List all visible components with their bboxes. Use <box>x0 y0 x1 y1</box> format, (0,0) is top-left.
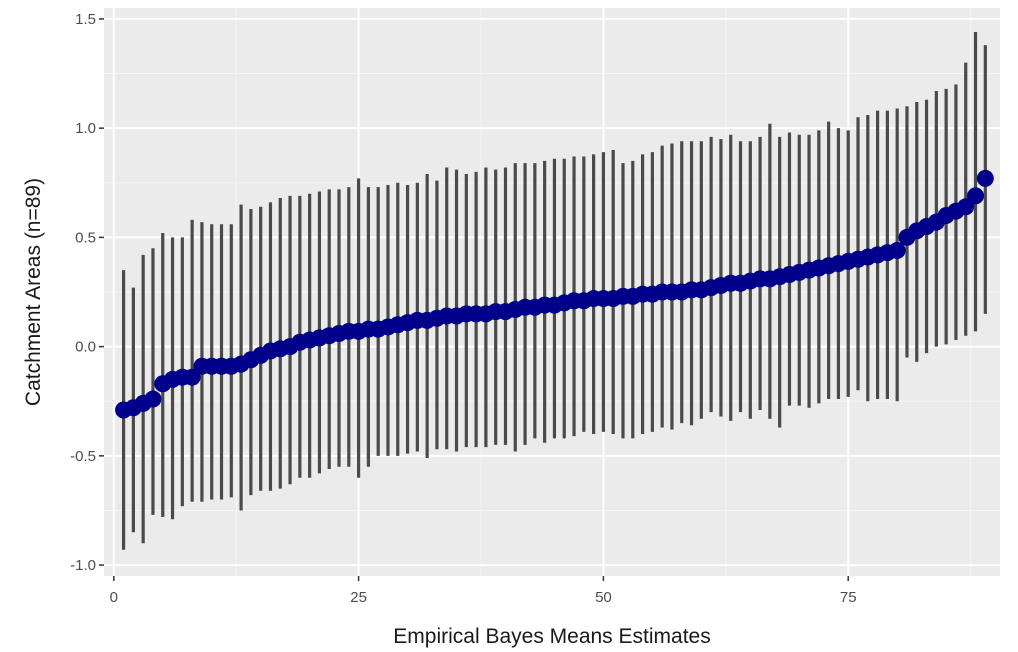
estimate-point <box>957 198 975 216</box>
x-tick-label: 75 <box>840 589 857 606</box>
y-axis-title: Catchment Areas (n=89) <box>22 178 45 406</box>
x-tick-label: 25 <box>350 589 367 606</box>
y-tick-label: 0.0 <box>75 339 96 356</box>
y-tick-label: -0.5 <box>70 448 96 465</box>
estimate-point <box>144 390 162 408</box>
estimate-point <box>967 187 985 205</box>
x-axis-title: Empirical Bayes Means Estimates <box>393 625 710 648</box>
y-axis-ticks: -1.0 -0.5 0.0 0.5 1.0 1.5 <box>70 11 104 574</box>
estimate-point <box>183 368 201 386</box>
y-tick-label: 0.5 <box>75 229 96 246</box>
y-tick-label: 1.0 <box>75 120 96 137</box>
x-tick-label: 0 <box>110 589 118 606</box>
estimate-points <box>115 169 994 419</box>
estimate-point <box>976 169 994 187</box>
y-tick-label: 1.5 <box>75 11 96 28</box>
estimate-point <box>888 241 906 259</box>
x-tick-label: 50 <box>595 589 612 606</box>
x-axis-ticks: 0 25 50 75 <box>110 576 857 606</box>
y-tick-label: -1.0 <box>70 557 96 574</box>
